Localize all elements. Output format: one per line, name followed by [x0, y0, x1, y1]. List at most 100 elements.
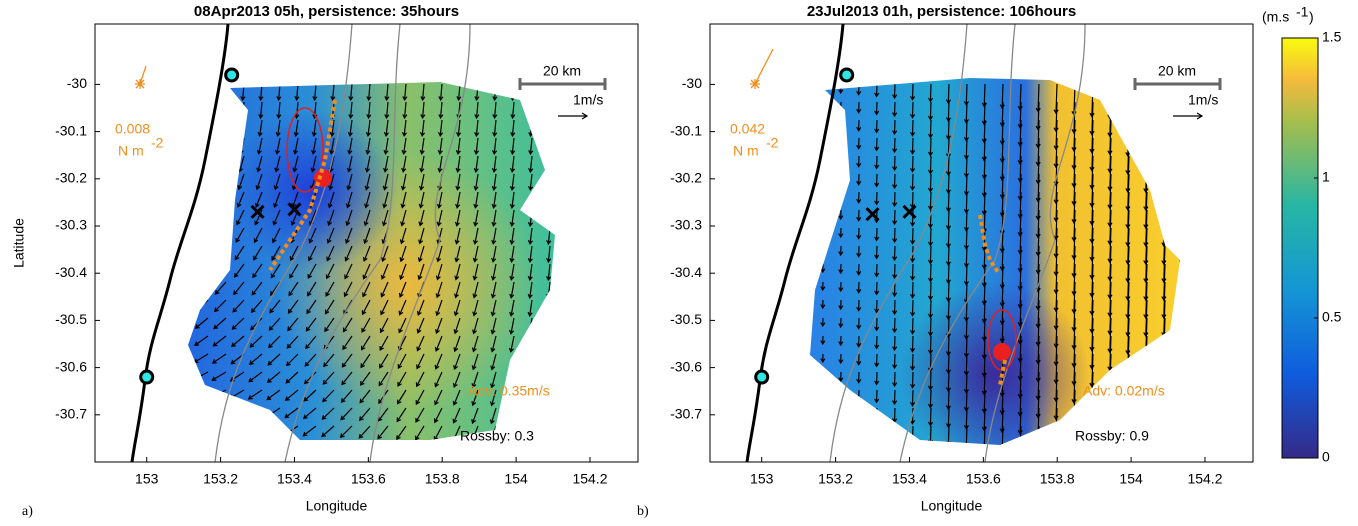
x-tick-label: 153: [750, 471, 774, 487]
arrow: [874, 173, 880, 188]
arrow: [565, 408, 569, 424]
arrow: [383, 155, 389, 173]
arrow: [322, 389, 335, 403]
arrow: [489, 389, 497, 407]
arrow: [509, 299, 515, 317]
arrow: [874, 371, 880, 386]
chart-title: 23Jul2013 01h, persistence: 106hours: [807, 3, 1076, 20]
arrow: [1089, 119, 1095, 154]
arrow: [453, 299, 461, 317]
arrow: [528, 101, 534, 120]
arrow: [803, 246, 807, 254]
arrow: [803, 192, 807, 200]
arrow: [396, 425, 407, 440]
arrow: [321, 425, 335, 438]
arrow: [434, 371, 443, 388]
arrow: [379, 317, 389, 334]
arrow: [416, 353, 425, 370]
arrow: [927, 281, 934, 301]
arrow: [963, 119, 969, 142]
arrow: [1161, 101, 1167, 140]
arrow: [892, 119, 898, 136]
arrow: [188, 155, 191, 173]
arrow: [1179, 101, 1180, 140]
arrow: [803, 120, 807, 128]
arrow: [909, 209, 916, 227]
arrow: [418, 209, 425, 227]
arrow: [344, 245, 353, 262]
arrow: [1143, 101, 1149, 140]
arrow: [380, 263, 389, 280]
arrow: [909, 281, 916, 299]
arrow: [963, 263, 969, 286]
arrow: [256, 155, 263, 173]
arrow: [509, 444, 514, 459]
arrow: [289, 263, 299, 279]
arrow: [401, 119, 408, 138]
arrow: [999, 119, 1005, 146]
arrow: [1125, 263, 1131, 302]
arrow: [1179, 83, 1180, 122]
arrow: [1161, 425, 1167, 445]
arrow: [326, 227, 335, 244]
arrow: [341, 353, 353, 368]
arrow: [254, 191, 263, 208]
arrow: [347, 137, 353, 155]
arrow: [565, 300, 569, 316]
arrow: [491, 155, 497, 174]
arrow: [1161, 263, 1167, 302]
arrow: [472, 245, 479, 263]
arrow: [472, 299, 479, 317]
arrow: [856, 119, 862, 132]
arrow: [473, 209, 479, 227]
arrow: [1089, 335, 1095, 370]
arrow: [999, 299, 1005, 326]
arrow: [856, 371, 862, 384]
arrow: [294, 83, 300, 102]
arrow: [909, 83, 916, 101]
arrow: [1179, 173, 1180, 212]
arrow: [565, 444, 569, 460]
arrow: [927, 119, 934, 139]
arrow: [472, 317, 479, 335]
arrow: [219, 173, 227, 191]
panel-label: a): [22, 504, 33, 519]
arrow: [981, 83, 987, 108]
arrow: [340, 407, 353, 421]
axes-box: [94, 23, 639, 463]
arrow: [1143, 209, 1149, 248]
arrow: [491, 137, 498, 156]
arrow: [803, 264, 807, 272]
arrow: [927, 191, 934, 211]
arrow: [265, 425, 281, 435]
contours: [214, 23, 1086, 463]
arrow: [945, 119, 952, 141]
arrow: [963, 371, 969, 394]
arrow: [271, 227, 281, 244]
arrow: [999, 137, 1005, 164]
arrow: [213, 299, 227, 313]
arrow: [527, 245, 533, 264]
arrow: [874, 389, 880, 404]
arrow: [361, 317, 371, 333]
arrow: [256, 137, 263, 155]
arrow: [1089, 155, 1095, 190]
arrow: [565, 246, 569, 262]
arrow: [981, 119, 987, 144]
arrow: [471, 371, 479, 389]
arrow: [240, 101, 246, 120]
arrow: [267, 335, 281, 349]
arrow: [214, 281, 227, 295]
arrow: [909, 443, 916, 445]
arrow: [490, 335, 497, 353]
arrow: [1179, 155, 1180, 194]
arrow: [1107, 443, 1113, 445]
station: [224, 67, 240, 83]
scale-bar-ends: [518, 78, 607, 90]
arrow: [892, 155, 898, 172]
arrow: [545, 425, 551, 440]
arrow: [1125, 299, 1131, 338]
arrow: [509, 173, 515, 192]
arrow: [1071, 119, 1077, 153]
arrow: [491, 245, 497, 263]
